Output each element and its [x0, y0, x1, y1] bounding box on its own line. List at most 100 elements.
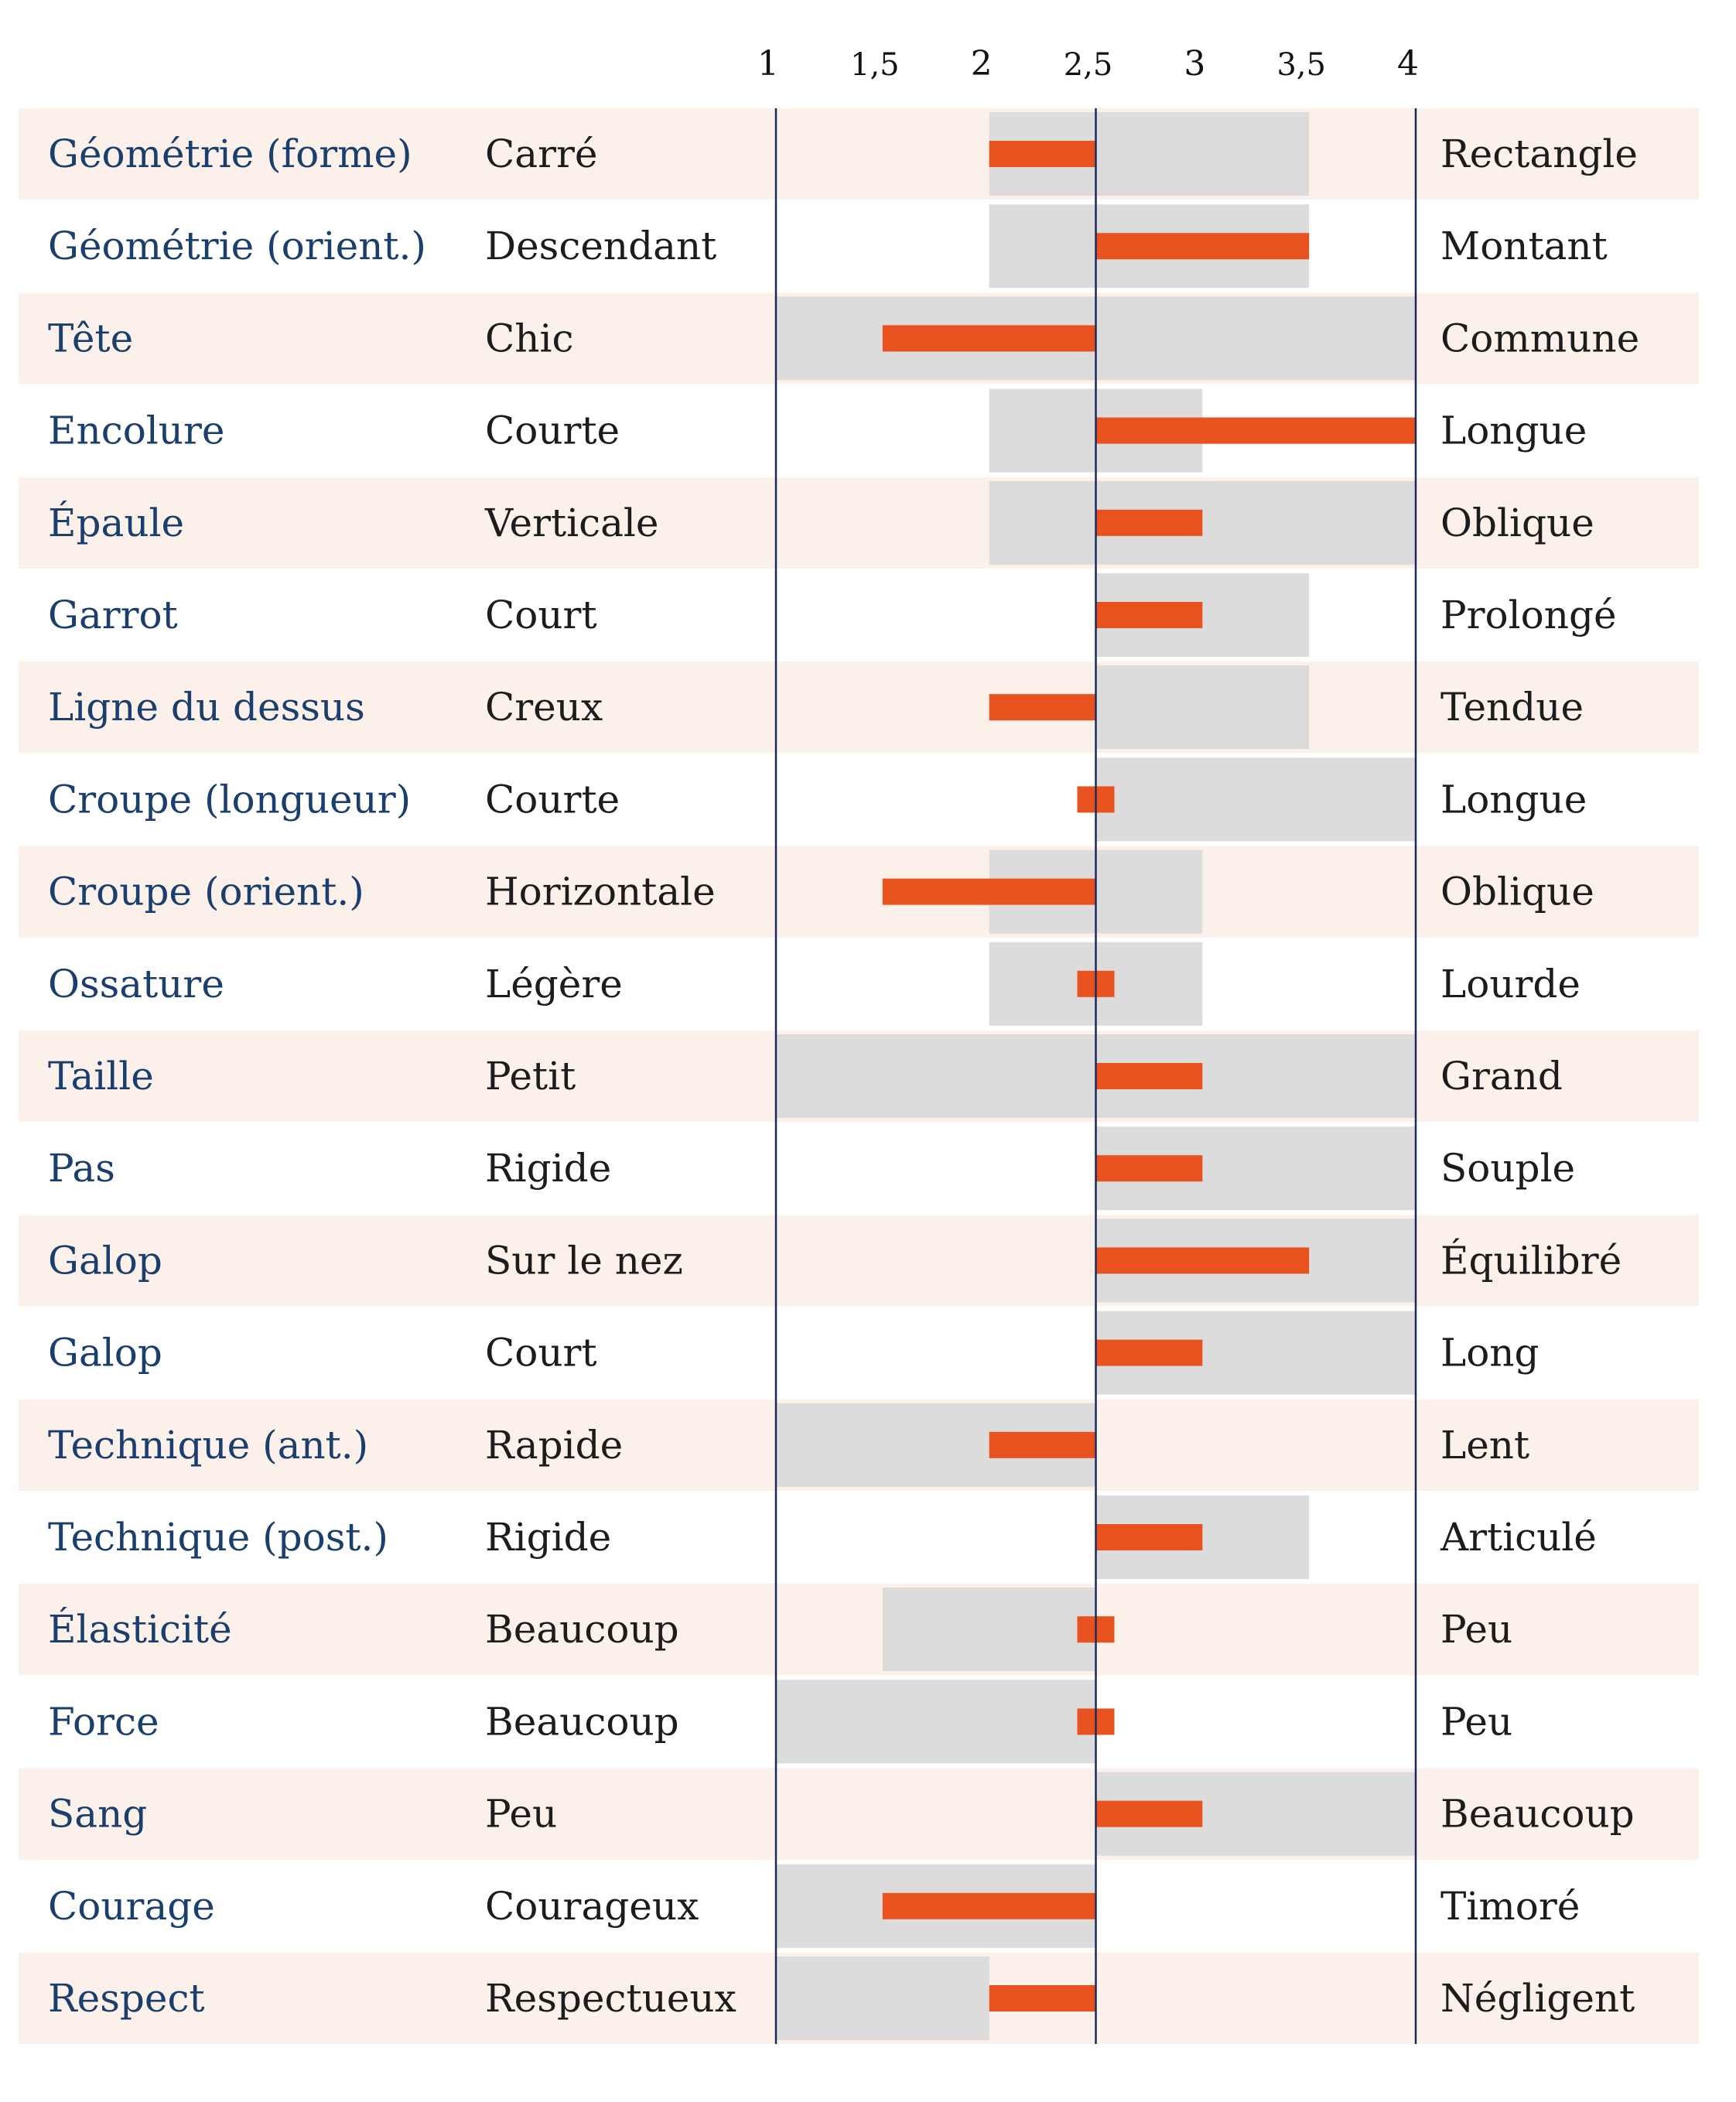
row-low-label: Sur le nez [485, 1238, 683, 1283]
row-band [19, 846, 1699, 938]
tick-label: 2,5 [1064, 47, 1113, 83]
row-low-label: Courageux [485, 1884, 699, 1929]
value-bar [1095, 417, 1416, 444]
tick-label: 3 [1184, 44, 1205, 84]
row-label: Galop [48, 1331, 162, 1376]
row-high-label: Grand [1440, 1054, 1563, 1099]
row-high-label: Oblique [1440, 870, 1594, 914]
value-bar [989, 694, 1096, 721]
row-band [19, 661, 1699, 754]
row-low-label: Creux [485, 685, 603, 730]
row-label: Tête [48, 316, 133, 361]
row-label: Courage [48, 1884, 215, 1929]
row-low-label: Descendant [485, 224, 716, 268]
row-label: Géométrie (orient.) [48, 224, 426, 268]
row-label: Technique (post.) [48, 1515, 388, 1560]
row-low-label: Peu [485, 1792, 557, 1837]
row-high-label: Articulé [1440, 1515, 1597, 1560]
row-label: Encolure [48, 408, 225, 453]
row-label: Ligne du dessus [48, 685, 365, 730]
value-bar [1095, 602, 1203, 628]
row-low-label: Rapide [485, 1423, 623, 1468]
range-bar [776, 1957, 989, 2040]
row-high-label: Longue [1440, 408, 1587, 453]
row-low-label: Beaucoup [485, 1607, 679, 1652]
value-bar [1095, 233, 1310, 260]
row-high-label: Peu [1440, 1699, 1512, 1744]
row-band [19, 1768, 1699, 1860]
row-high-label: Lourde [1440, 962, 1581, 1007]
value-bar [882, 878, 1096, 905]
row-band [19, 477, 1699, 569]
row-label: Épaule [48, 500, 184, 545]
tick-label: 1,5 [850, 47, 900, 83]
value-bar [989, 141, 1096, 167]
row-low-label: Beaucoup [485, 1699, 679, 1744]
value-bar [1095, 1524, 1203, 1550]
value-bar [1095, 1339, 1203, 1366]
value-bar [1095, 1247, 1310, 1274]
row-band [19, 1584, 1699, 1676]
tick-label: 4 [1397, 44, 1419, 84]
row-label: Pas [48, 1146, 115, 1191]
value-bar [989, 1985, 1096, 2011]
range-bar [776, 1680, 1096, 1764]
row-low-label: Court [485, 593, 597, 637]
row-high-label: Lent [1440, 1423, 1529, 1468]
row-label: Technique (ant.) [48, 1423, 368, 1468]
row-low-label: Chic [485, 316, 573, 361]
row-low-label: Verticale [484, 501, 659, 545]
range-bar [882, 1588, 1096, 1672]
row-label: Croupe (orient.) [48, 870, 364, 914]
value-bar [989, 1431, 1096, 1458]
row-high-label: Rectangle [1440, 132, 1638, 176]
row-label: Galop [48, 1238, 162, 1283]
row-high-label: Long [1440, 1331, 1540, 1376]
row-label: Sang [48, 1792, 147, 1837]
row-low-label: Courte [485, 777, 620, 822]
value-bar [1095, 1063, 1203, 1089]
row-high-label: Tendue [1440, 685, 1584, 730]
row-high-label: Équilibré [1440, 1237, 1622, 1283]
row-low-label: Légère [485, 962, 623, 1007]
row-high-label: Commune [1440, 316, 1639, 361]
row-high-label: Oblique [1440, 501, 1594, 545]
row-label: Garrot [48, 593, 178, 637]
row-low-label: Petit [485, 1054, 576, 1099]
tick-label: 3,5 [1276, 47, 1326, 83]
value-bar [1095, 1800, 1203, 1827]
row-low-label: Courte [485, 408, 620, 453]
row-low-label: Court [485, 1331, 597, 1376]
value-bar [882, 325, 1096, 352]
range-bar [1095, 757, 1416, 842]
row-band [19, 108, 1699, 200]
tick-label: 1 [757, 44, 779, 84]
row-low-label: Respectueux [485, 1976, 736, 2021]
row-high-label: Timoré [1440, 1884, 1580, 1929]
row-band [19, 1215, 1699, 1307]
row-high-label: Peu [1440, 1607, 1512, 1652]
row-label: Taille [48, 1054, 154, 1099]
row-label: Ossature [48, 962, 224, 1007]
row-high-label: Beaucoup [1440, 1792, 1635, 1837]
row-high-label: Prolongé [1440, 593, 1617, 637]
axis-lines [774, 108, 1417, 2044]
value-bar [1095, 509, 1203, 536]
row-low-label: Carré [485, 132, 597, 176]
row-high-label: Montant [1440, 224, 1608, 268]
row-low-label: Rigide [485, 1515, 611, 1560]
row-label: Croupe (longueur) [48, 777, 411, 822]
row-label: Géométrie (forme) [48, 132, 412, 176]
value-bar [882, 1892, 1096, 1919]
row-high-label: Longue [1440, 777, 1587, 822]
value-bar [1095, 1155, 1203, 1182]
row-label: Force [48, 1699, 159, 1744]
tick-label: 2 [971, 44, 993, 84]
row-low-label: Rigide [485, 1146, 611, 1191]
row-label: Respect [48, 1976, 205, 2021]
range-bar [1095, 665, 1310, 750]
row-high-label: Souple [1440, 1146, 1575, 1191]
row-label: Élasticité [48, 1606, 232, 1652]
row-high-label: Négligent [1440, 1976, 1635, 2021]
